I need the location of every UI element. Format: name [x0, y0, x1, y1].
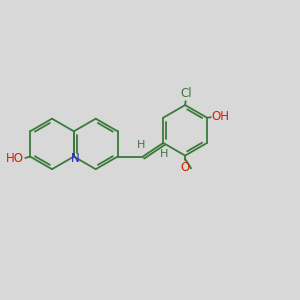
Text: N: N	[70, 152, 79, 164]
Text: Cl: Cl	[180, 87, 192, 100]
Text: H: H	[137, 140, 145, 150]
Text: HO: HO	[6, 152, 24, 166]
Text: H: H	[160, 149, 168, 159]
Text: OH: OH	[212, 110, 230, 123]
Text: O: O	[181, 161, 190, 174]
